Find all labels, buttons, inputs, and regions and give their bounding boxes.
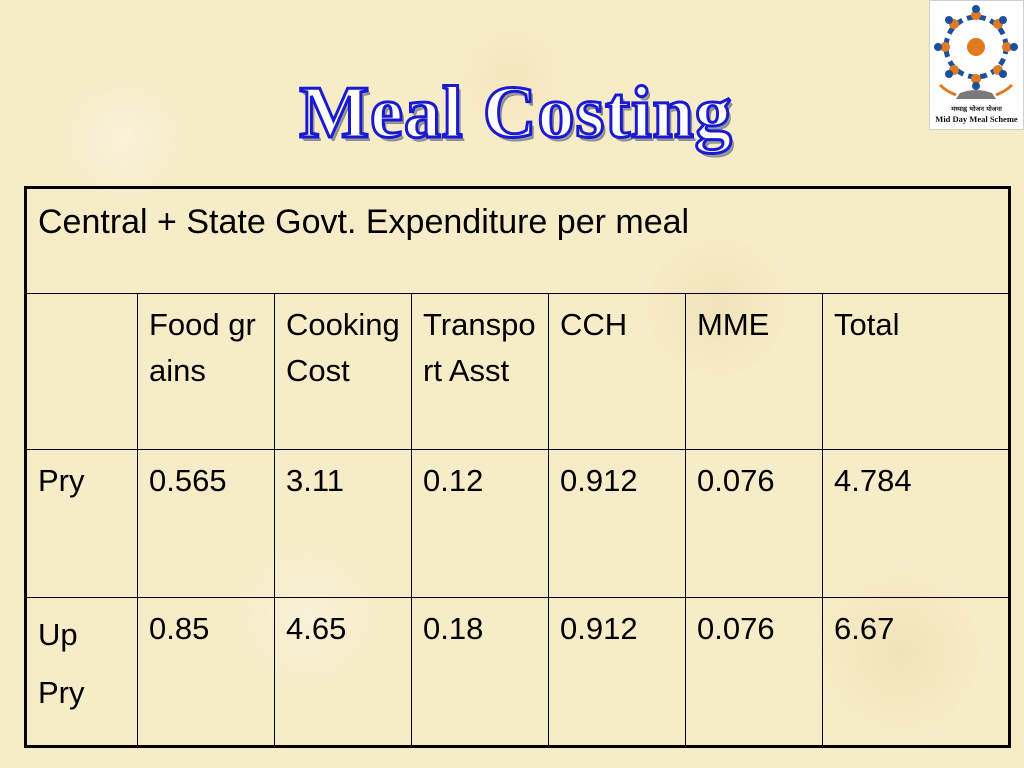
logo-emblem-icon bbox=[934, 5, 1018, 99]
cell-food-grains: 0.85 bbox=[137, 597, 275, 747]
table-row: Pry 0.565 3.11 0.12 0.912 0.076 4.784 bbox=[25, 449, 1011, 598]
logo-english-text: Mid Day Meal Scheme bbox=[935, 114, 1018, 124]
column-header-transport-asst: Transport Asst bbox=[411, 293, 549, 450]
table-caption-row: Central + State Govt. Expenditure per me… bbox=[24, 187, 1011, 294]
column-header-cch: CCH bbox=[548, 293, 686, 450]
column-header-cooking-cost: Cooking Cost bbox=[274, 293, 412, 450]
cell-transport-asst: 0.12 bbox=[411, 449, 549, 598]
mid-day-meal-logo: मध्याह्न भोजन योजना Mid Day Meal Scheme bbox=[929, 0, 1024, 130]
cell-cooking-cost: 4.65 bbox=[274, 597, 412, 747]
cell-cooking-cost: 3.11 bbox=[274, 449, 412, 598]
table-caption: Central + State Govt. Expenditure per me… bbox=[24, 187, 1011, 294]
meal-cost-table: Central + State Govt. Expenditure per me… bbox=[24, 186, 1012, 748]
cell-cch: 0.912 bbox=[548, 597, 686, 747]
column-header-total: Total bbox=[821, 293, 1011, 450]
row-label-line: Pry bbox=[38, 675, 85, 710]
logo-hindi-text: मध्याह्न भोजन योजना bbox=[951, 105, 1002, 113]
slide-title: Meal Costing bbox=[298, 71, 733, 156]
row-label-line: Up bbox=[38, 617, 78, 652]
column-header-mme: MME bbox=[685, 293, 823, 450]
cell-food-grains: 0.565 bbox=[137, 449, 275, 598]
row-label-pry: Pry bbox=[25, 449, 138, 598]
cell-total: 6.67 bbox=[821, 597, 1011, 747]
cell-mme: 0.076 bbox=[685, 449, 823, 598]
cell-mme: 0.076 bbox=[685, 597, 823, 747]
table-row: Up Pry 0.85 4.65 0.18 0.912 0.076 6.67 bbox=[25, 597, 1011, 747]
cell-cch: 0.912 bbox=[548, 449, 686, 598]
column-header-empty bbox=[25, 293, 138, 450]
column-header-food-grains: Food grains bbox=[137, 293, 275, 450]
cell-transport-asst: 0.18 bbox=[411, 597, 549, 747]
cell-total: 4.784 bbox=[821, 449, 1011, 598]
table-header-row: Food grains Cooking Cost Transport Asst … bbox=[25, 293, 1011, 450]
row-label-up-pry: Up Pry bbox=[25, 597, 138, 747]
